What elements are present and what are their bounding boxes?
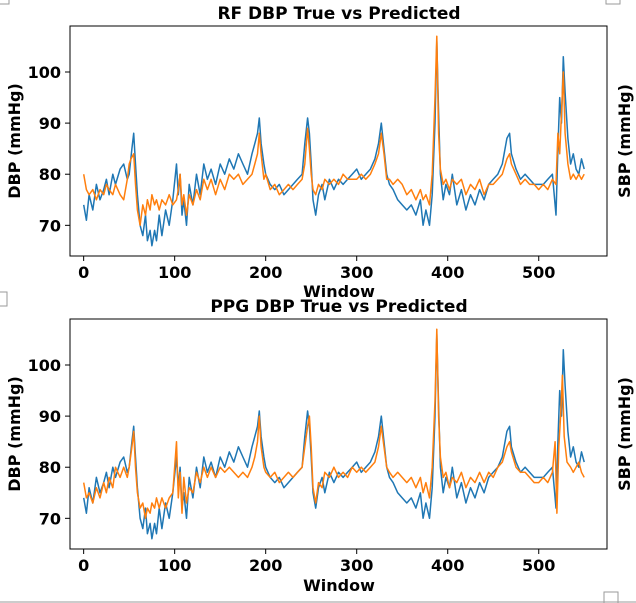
x-tick-label: 100 — [158, 556, 191, 575]
y-tick-label: 100 — [28, 63, 61, 82]
y-tick-label: 70 — [39, 216, 61, 235]
x-tick-label: 500 — [522, 556, 555, 575]
chart-title: PPG DBP True vs Predicted — [210, 297, 467, 317]
resize-handle-bottom-right[interactable] — [603, 591, 619, 603]
x-tick-label: 200 — [249, 556, 282, 575]
y-axis: 70 80 90 100 — [28, 63, 70, 235]
y-tick-label: 90 — [39, 114, 61, 133]
y-axis-label-right: SBP (mmHg) — [615, 84, 634, 198]
x-tick-label: 400 — [431, 556, 464, 575]
series-predicted-line — [82, 328, 585, 520]
x-axis-label: Window — [303, 576, 375, 595]
y-tick-label: 80 — [39, 165, 61, 184]
x-tick-label: 100 — [158, 263, 191, 282]
x-axis: 0 100 200 300 400 500 — [78, 256, 555, 282]
y-axis-label-right: SBP (mmHg) — [615, 377, 634, 491]
y-tick-label: 80 — [39, 458, 61, 477]
plot-area — [69, 318, 608, 550]
resize-handle-top-left[interactable] — [0, 0, 10, 5]
x-axis-label: Window — [303, 282, 375, 301]
chart-title: RF DBP True vs Predicted — [217, 4, 460, 24]
chart-rf: RF DBP True vs Predicted 0 100 200 300 400 50… — [5, 4, 634, 301]
y-axis-label: DBP (mmHg) — [5, 83, 24, 199]
x-tick-label: 400 — [431, 263, 464, 282]
x-tick-label: 0 — [78, 263, 89, 282]
series-true-line — [82, 40, 585, 247]
resize-handle-top-right[interactable] — [605, 0, 621, 5]
x-tick-label: 300 — [340, 263, 373, 282]
x-axis: 0 100 200 300 400 500 — [78, 549, 555, 575]
y-axis: 70 80 90 100 — [28, 356, 70, 528]
y-axis-label: DBP (mmHg) — [5, 376, 24, 492]
plot-area — [69, 25, 608, 257]
chart-ppg: PPG DBP True vs Predicted 0 100 200 300 400 5… — [5, 297, 634, 595]
y-tick-label: 100 — [28, 356, 61, 375]
y-tick-label: 90 — [39, 407, 61, 426]
x-tick-label: 300 — [340, 556, 373, 575]
x-tick-label: 0 — [78, 556, 89, 575]
x-tick-label: 200 — [249, 263, 282, 282]
series-predicted-line — [82, 35, 585, 227]
resize-handle-left[interactable] — [0, 291, 8, 307]
x-tick-label: 500 — [522, 263, 555, 282]
y-tick-label: 70 — [39, 509, 61, 528]
